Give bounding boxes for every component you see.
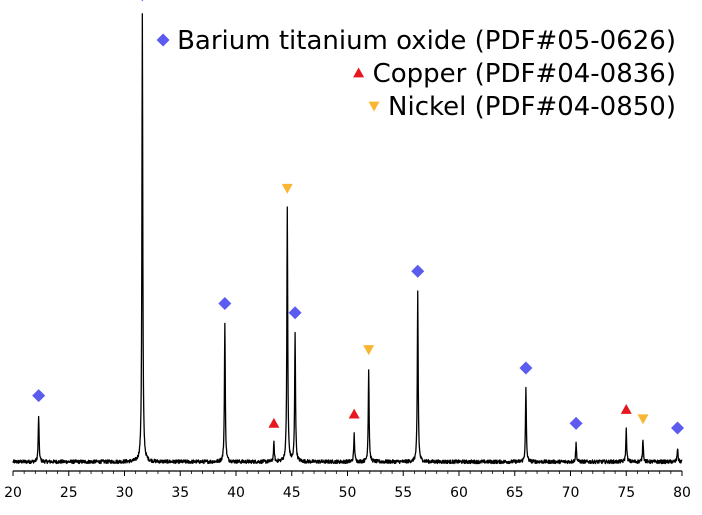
legend-label: Copper (PDF#04-0836) [373, 59, 676, 89]
triangle-up-marker [348, 408, 360, 419]
legend-marker [156, 33, 170, 47]
x-tick-label: 35 [171, 485, 189, 501]
diamond-marker [411, 264, 425, 278]
diamond-marker [569, 416, 583, 430]
triangle-down-marker [637, 414, 649, 425]
x-tick-label: 60 [450, 485, 468, 501]
diamond-marker [288, 306, 302, 320]
x-tick-label: 65 [506, 485, 524, 501]
x-tick-label: 30 [116, 485, 134, 501]
diamond-marker [32, 389, 46, 403]
x-tick-label: 55 [394, 485, 412, 501]
x-tick-label: 75 [617, 485, 635, 501]
phase-markers [32, 0, 685, 435]
legend: Barium titanium oxide (PDF#05-0626)Coppe… [156, 26, 676, 122]
x-tick-label: 20 [4, 485, 22, 501]
diamond-marker [519, 361, 533, 375]
axes: 20 25 30 35 40 45 50 55 60 65 70 75 80 [4, 470, 691, 501]
x-tick-label: 50 [339, 485, 357, 501]
x-tick-label: 40 [227, 485, 245, 501]
x-tick-label: 70 [562, 485, 580, 501]
triangle-down-marker [281, 183, 293, 194]
legend-marker [353, 67, 365, 78]
legend-marker [368, 101, 380, 112]
legend-label: Barium titanium oxide (PDF#05-0626) [177, 26, 676, 56]
triangle-down-marker [363, 345, 375, 356]
xrd-pattern-line [12, 13, 683, 465]
x-tick-label: 80 [673, 485, 691, 501]
diamond-marker [218, 296, 232, 310]
triangle-up-marker [620, 404, 632, 414]
x-tick-label: 25 [60, 485, 78, 501]
diamond-marker [141, 0, 144, 2]
legend-label: Nickel (PDF#04-0850) [388, 92, 676, 122]
series-group [12, 13, 683, 465]
triangle-up-marker [268, 417, 280, 428]
x-tick-label: 45 [283, 485, 301, 501]
diamond-marker [671, 421, 685, 435]
